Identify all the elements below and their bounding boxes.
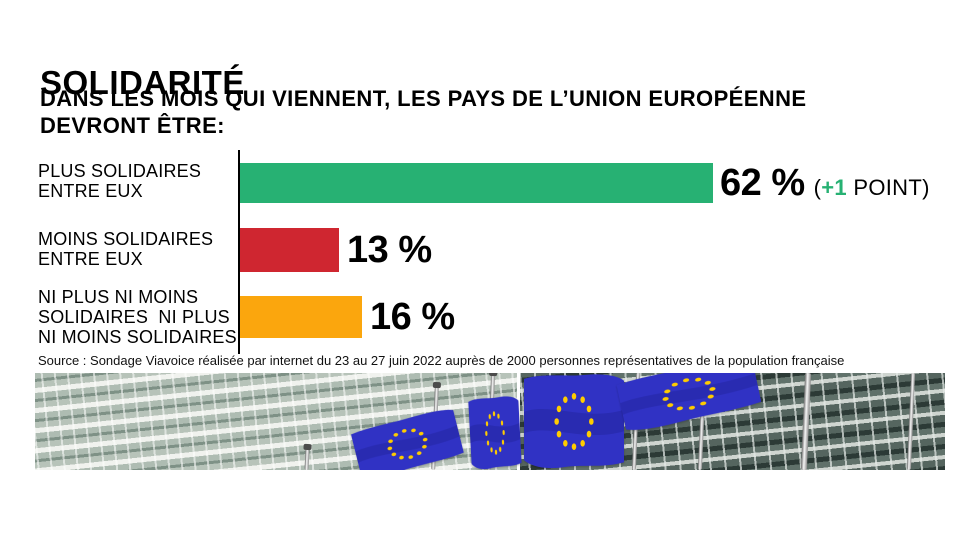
value-number: 62 % <box>720 162 805 204</box>
bar-ni-plus-ni-moins <box>240 296 362 338</box>
value-trend-note: (+1 POINT) <box>813 175 930 200</box>
bar-plus-solidaires <box>240 163 713 203</box>
value-ni-plus-ni-moins: 16 % <box>370 296 455 338</box>
bar-label-moins-solidaires: MOINS SOLIDAIRES ENTRE EUX <box>38 229 214 269</box>
source-caption: Source : Sondage Viavoice réalisée par i… <box>38 353 845 368</box>
eu-flags-photo <box>35 373 945 470</box>
value-plus-solidaires: 62 % (+1 POINT) <box>720 163 930 211</box>
eu-flag-icon <box>468 395 522 470</box>
chart-axis-line <box>238 150 240 354</box>
bar-label-plus-solidaires: PLUS SOLIDAIRES ENTRE EUX <box>38 161 202 201</box>
eu-flag-icon <box>524 374 624 469</box>
page-title: SOLIDARITÉ <box>40 64 245 102</box>
bar-moins-solidaires <box>240 228 339 272</box>
bar-label-ni-plus-ni-moins: NI PLUS NI MOINS SOLIDAIRES NI PLUS NI M… <box>38 287 237 347</box>
trend-plus-one: +1 <box>821 175 847 200</box>
value-moins-solidaires: 13 % <box>347 229 432 271</box>
subtitle-line-1: DANS LES MOIS QUI VIENNENT, LES PAYS DE … <box>40 86 807 111</box>
subtitle-line-2: DEVRONT ÊTRE: <box>40 113 225 138</box>
